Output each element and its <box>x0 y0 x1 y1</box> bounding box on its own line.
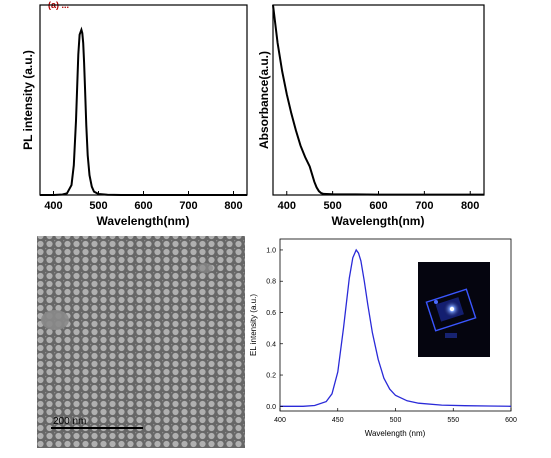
abs-x-axis-label: Wavelength(nm) <box>332 214 425 228</box>
x-tick-label: 550 <box>447 417 459 424</box>
abs-y-axis-label: Absorbance(a.u.) <box>257 51 271 149</box>
x-tick-label: 700 <box>415 200 433 212</box>
y-tick-label: 0.2 <box>266 373 276 380</box>
x-tick-label: 500 <box>390 417 402 424</box>
x-tick-label: 500 <box>89 200 107 212</box>
x-tick-label: 400 <box>274 417 286 424</box>
pl-y-axis-label: PL intensity (a.u.) <box>21 50 35 150</box>
abs-plot-frame <box>272 4 485 196</box>
x-tick-label: 450 <box>332 417 344 424</box>
pl-chart: 400 500 600 700 800 Wavelength(nm) PL intens… <box>21 4 248 228</box>
y-tick-label: 0.6 <box>266 310 276 317</box>
el-series-line <box>280 248 512 407</box>
el-y-axis-label: EL intensity (a.u.) <box>249 294 258 356</box>
el-y-ticks: 0.0 0.2 0.4 0.6 0.8 1.0 <box>266 247 283 411</box>
pl-x-ticks: 400 500 600 700 800 <box>44 191 243 212</box>
x-tick-label: 700 <box>179 200 197 212</box>
y-tick-label: 1.0 <box>266 247 276 254</box>
x-tick-label: 800 <box>224 200 242 212</box>
pl-series-line <box>40 26 247 196</box>
sem-image: 200 nm <box>37 236 245 448</box>
el-chart: 400 450 500 550 600 0.0 0.2 0.4 0.6 0.8 1.0 Wavel… <box>249 238 517 438</box>
x-tick-label: 400 <box>44 200 62 212</box>
sem-scale-bar-label: 200 nm <box>53 416 86 427</box>
x-tick-label: 600 <box>369 200 387 212</box>
x-tick-label: 600 <box>505 417 517 424</box>
x-tick-label: 600 <box>134 200 152 212</box>
abs-chart: 400 500 600 700 800 Wavelength(nm) Absorbanc… <box>257 4 485 228</box>
y-tick-label: 0.8 <box>266 279 276 286</box>
glowing-led-device-icon <box>418 262 490 357</box>
el-x-axis-label: Wavelength (nm) <box>365 429 426 438</box>
y-tick-label: 0.0 <box>266 404 276 411</box>
pl-plot-frame <box>39 4 248 196</box>
abs-series-line <box>272 4 484 196</box>
pl-x-axis-label: Wavelength(nm) <box>97 214 190 228</box>
x-tick-label: 400 <box>278 200 296 212</box>
el-x-ticks: 400 450 500 550 600 <box>274 408 517 424</box>
y-tick-label: 0.4 <box>266 341 276 348</box>
x-tick-label: 500 <box>323 200 341 212</box>
abs-x-ticks: 400 500 600 700 800 <box>278 191 479 212</box>
x-tick-label: 800 <box>461 200 479 212</box>
